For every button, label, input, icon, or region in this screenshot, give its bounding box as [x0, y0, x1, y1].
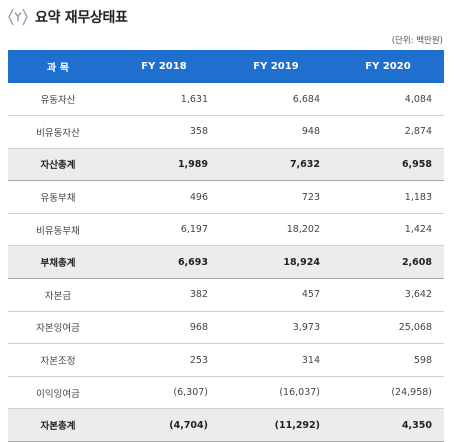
value-cell: 358 [189, 126, 208, 138]
table-row: 비유동자산 358 948 2,874 [8, 116, 444, 149]
column-header-fy2018: FY 2018 [108, 50, 220, 83]
table-row: 자본잉여금 968 3,973 25,068 [8, 311, 444, 344]
table-row: 자본조정 253 314 598 [8, 344, 444, 377]
column-header-fy2020: FY 2020 [332, 50, 444, 83]
value-cell: 1,183 [404, 191, 432, 203]
value-cell: 1,424 [404, 224, 432, 236]
row-label: 자본잉여금 [36, 323, 80, 335]
value-cell: (24,958) [391, 387, 432, 399]
value-cell: 6,197 [180, 224, 208, 236]
value-cell: 314 [301, 354, 320, 366]
row-label: 이익잉여금 [36, 388, 80, 400]
row-label: 유동자산 [40, 95, 76, 107]
value-cell: 4,350 [401, 419, 432, 431]
value-cell: 6,684 [292, 93, 320, 105]
value-cell: (6,307) [173, 387, 208, 399]
value-cell: 2,874 [404, 126, 432, 138]
table-row: 자본금 382 457 3,642 [8, 279, 444, 312]
row-label: 자산총계 [40, 160, 76, 172]
value-cell: 3,642 [404, 289, 432, 301]
value-cell: 948 [301, 126, 320, 138]
value-cell: 382 [189, 289, 208, 301]
table-total-row: 자본총계 (4,704) (11,292) 4,350 [8, 408, 444, 442]
row-label: 자본조정 [40, 356, 76, 368]
value-cell: 2,608 [401, 256, 432, 268]
value-cell: (16,037) [279, 387, 320, 399]
value-cell: 1,989 [177, 158, 208, 170]
value-cell: 7,632 [289, 158, 320, 170]
table-row: 이익잉여금 (6,307) (16,037) (24,958) [8, 376, 444, 409]
table-body: 유동자산 1,631 6,684 4,084 비유동자산 358 948 2,874 자산총계 1… [8, 83, 444, 442]
value-cell: 18,202 [286, 224, 320, 236]
value-cell: 457 [301, 289, 320, 301]
title-bar: 요약 재무상태표 [7, 5, 128, 29]
page-title: 요약 재무상태표 [35, 10, 128, 26]
value-cell: (4,704) [169, 419, 208, 431]
row-label: 자본총계 [40, 421, 76, 433]
table-total-row: 자산총계 1,989 7,632 6,958 [8, 148, 444, 181]
hexagon-y-icon [8, 8, 28, 26]
table-total-row: 부채총계 6,693 18,924 2,608 [8, 245, 444, 279]
row-label: 부채총계 [40, 258, 76, 270]
table-row: 유동부채 496 723 1,183 [8, 181, 444, 214]
value-cell: 18,924 [283, 256, 320, 268]
value-cell: 25,068 [398, 321, 432, 333]
table-header-row: 과 목 FY 2018 FY 2019 FY 2020 [8, 50, 444, 83]
value-cell: (11,292) [274, 419, 320, 431]
row-label: 비유동자산 [36, 127, 80, 139]
value-cell: 3,973 [292, 321, 320, 333]
table-row: 유동자산 1,631 6,684 4,084 [8, 83, 444, 116]
value-cell: 1,631 [180, 93, 208, 105]
unit-note: (단위: 백만원) [391, 36, 443, 46]
value-cell: 968 [189, 321, 208, 333]
value-cell: 723 [301, 191, 320, 203]
value-cell: 6,693 [177, 256, 208, 268]
value-cell: 253 [189, 354, 208, 366]
column-header-fy2019: FY 2019 [220, 50, 332, 83]
table-row: 비유동부채 6,197 18,202 1,424 [8, 213, 444, 246]
row-label: 자본금 [44, 290, 72, 302]
value-cell: 598 [413, 354, 432, 366]
value-cell: 4,084 [404, 93, 432, 105]
value-cell: 6,958 [401, 158, 432, 170]
column-header-account: 과 목 [8, 50, 108, 83]
row-label: 유동부채 [40, 193, 76, 205]
value-cell: 496 [189, 191, 208, 203]
balance-sheet-table: 과 목 FY 2018 FY 2019 FY 2020 유동자산 1,631 6,6… [8, 50, 444, 442]
row-label: 비유동부채 [36, 225, 80, 237]
